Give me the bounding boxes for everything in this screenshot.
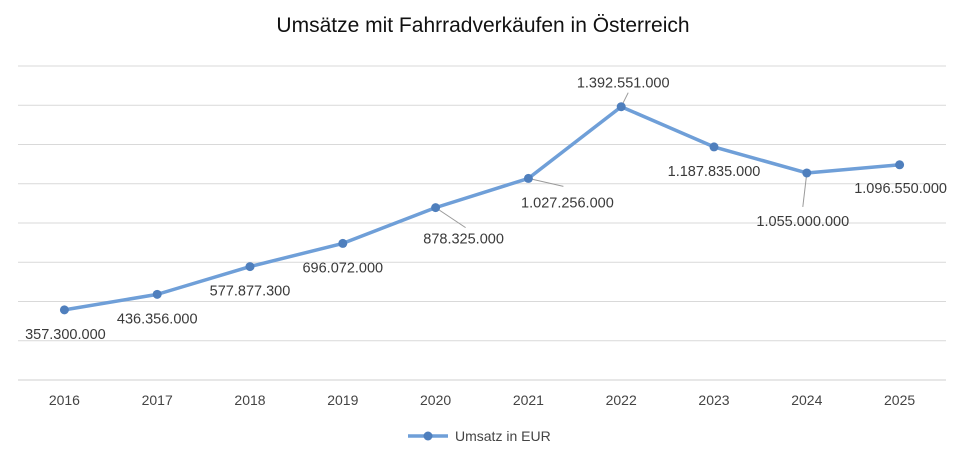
data-label: 1.096.550.000: [854, 181, 947, 197]
x-tick-label: 2024: [791, 392, 822, 408]
data-point: [895, 160, 905, 170]
leader-line: [435, 207, 466, 229]
series-line: [62, 104, 902, 312]
data-label: 1.392.551.000: [577, 76, 670, 92]
x-tick-label: 2023: [698, 392, 729, 408]
x-tick-label: 2017: [142, 392, 173, 408]
x-tick-label: 2021: [513, 392, 544, 408]
data-point: [523, 173, 533, 183]
x-tick-label: 2020: [420, 392, 451, 408]
data-point: [802, 168, 812, 178]
legend-marker-icon: [423, 431, 433, 441]
data-point: [152, 289, 162, 299]
data-label: 696.072.000: [302, 260, 383, 276]
gridlines: [18, 65, 946, 381]
legend-label: Umsatz in EUR: [455, 428, 551, 444]
chart-title: Umsätze mit Fahrradverkäufen in Österrei…: [276, 14, 690, 37]
data-point: [338, 238, 348, 248]
data-label: 436.356.000: [117, 311, 198, 327]
leader-line: [528, 177, 564, 187]
data-point: [245, 262, 255, 272]
x-axis-tick-labels: 2016 2017 2018 2019 2020 2021 2022 2023 2024 2025: [49, 392, 916, 408]
data-label-leader-lines: [435, 92, 808, 229]
x-tick-label: 2019: [327, 392, 358, 408]
x-tick-label: 2022: [606, 392, 637, 408]
x-tick-label: 2025: [884, 392, 915, 408]
data-label: 878.325.000: [423, 232, 504, 248]
x-tick-label: 2018: [234, 392, 265, 408]
data-labels: 357.300.000 436.356.000 577.877.300 696.072…: [25, 76, 947, 343]
data-label: 1.187.835.000: [668, 164, 761, 180]
data-point: [431, 203, 441, 213]
x-tick-label: 2016: [49, 392, 80, 408]
data-label: 357.300.000: [25, 327, 106, 343]
data-label: 1.027.256.000: [521, 195, 614, 211]
data-point: [709, 142, 719, 152]
leader-line: [802, 172, 808, 208]
data-label: 577.877.300: [210, 284, 291, 300]
series-umsatz: [59, 102, 905, 315]
legend: Umsatz in EUR: [408, 428, 551, 444]
data-point: [616, 102, 626, 112]
data-point: [59, 305, 69, 315]
data-label: 1.055.000.000: [756, 214, 849, 230]
